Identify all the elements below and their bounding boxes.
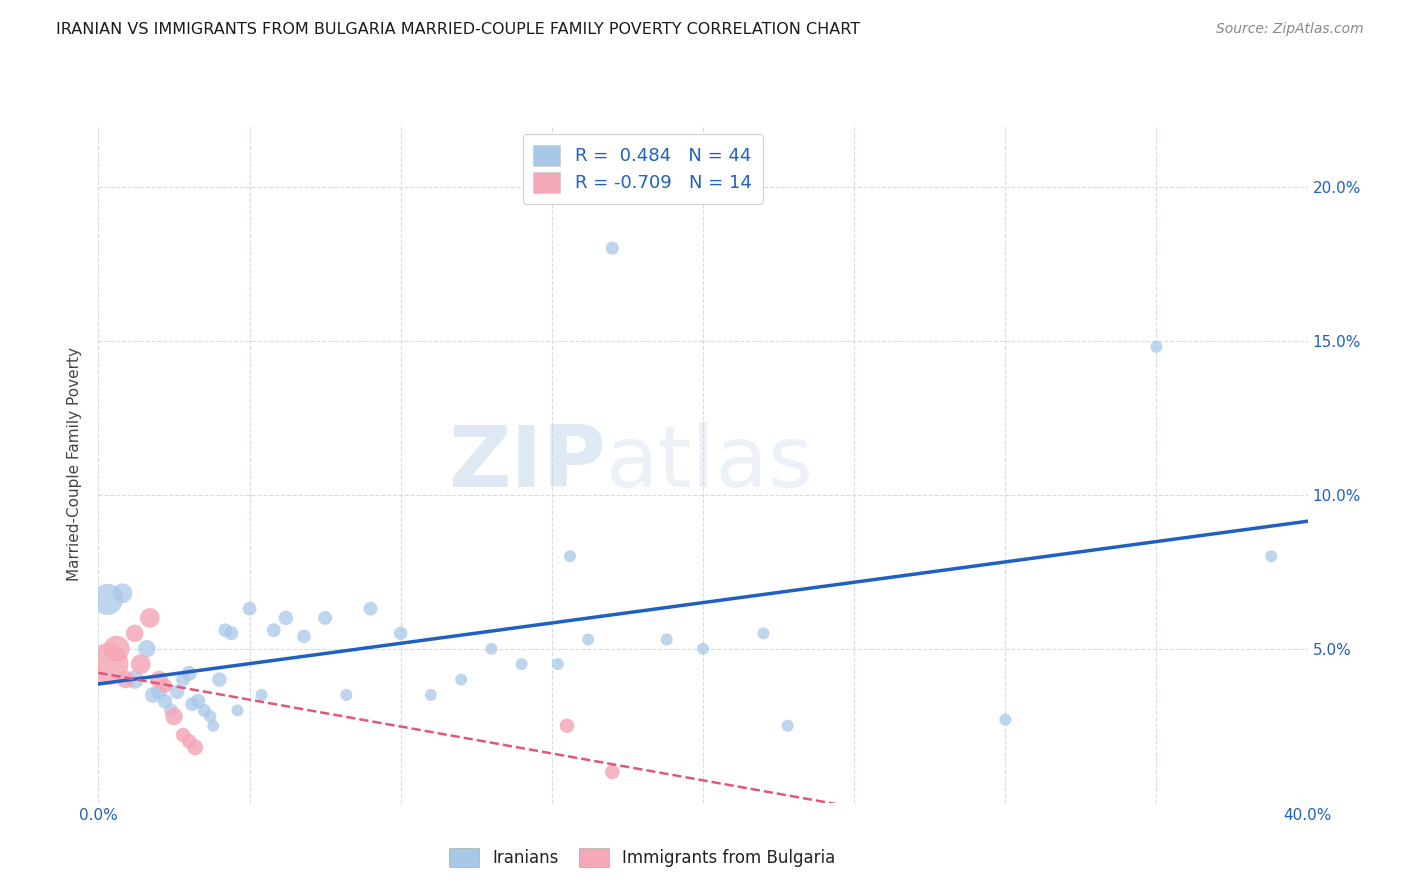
Point: [114, 673, 136, 687]
Point: [547, 657, 569, 672]
Point: [166, 685, 188, 699]
Point: [214, 624, 236, 638]
Point: [142, 688, 165, 702]
Text: ZIP: ZIP: [449, 422, 606, 506]
Point: [181, 697, 204, 711]
Point: [420, 688, 443, 702]
Point: [148, 685, 170, 699]
Point: [226, 703, 249, 717]
Point: [692, 641, 714, 656]
Point: [202, 719, 225, 733]
Point: [481, 641, 503, 656]
Point: [1144, 340, 1167, 354]
Point: [135, 641, 157, 656]
Point: [148, 673, 170, 687]
Point: [111, 586, 134, 600]
Point: [292, 629, 315, 643]
Point: [172, 728, 194, 742]
Point: [360, 601, 382, 615]
Point: [752, 626, 775, 640]
Point: [193, 703, 215, 717]
Point: [163, 709, 186, 723]
Point: [200, 709, 222, 723]
Point: [263, 624, 285, 638]
Point: [221, 626, 243, 640]
Legend: Iranians, Immigrants from Bulgaria: Iranians, Immigrants from Bulgaria: [441, 840, 844, 876]
Point: [179, 666, 201, 681]
Point: [555, 719, 578, 733]
Point: [655, 632, 678, 647]
Y-axis label: Married-Couple Family Poverty: Married-Couple Family Poverty: [67, 347, 83, 581]
Point: [184, 740, 207, 755]
Point: [450, 673, 472, 687]
Point: [558, 549, 581, 564]
Point: [602, 241, 624, 255]
Point: [335, 688, 357, 702]
Point: [129, 657, 152, 672]
Point: [389, 626, 412, 640]
Point: [314, 611, 336, 625]
Point: [172, 673, 194, 687]
Text: atlas: atlas: [606, 422, 814, 506]
Point: [994, 713, 1017, 727]
Text: Source: ZipAtlas.com: Source: ZipAtlas.com: [1216, 22, 1364, 37]
Point: [602, 764, 624, 779]
Point: [510, 657, 533, 672]
Point: [153, 679, 176, 693]
Point: [105, 641, 128, 656]
Point: [179, 734, 201, 748]
Point: [1260, 549, 1282, 564]
Point: [124, 673, 146, 687]
Point: [124, 626, 146, 640]
Point: [576, 632, 599, 647]
Point: [96, 592, 118, 607]
Text: IRANIAN VS IMMIGRANTS FROM BULGARIA MARRIED-COUPLE FAMILY POVERTY CORRELATION CH: IRANIAN VS IMMIGRANTS FROM BULGARIA MARR…: [56, 22, 860, 37]
Point: [139, 611, 162, 625]
Point: [274, 611, 297, 625]
Point: [239, 601, 262, 615]
Point: [160, 703, 183, 717]
Point: [153, 694, 176, 708]
Point: [208, 673, 231, 687]
Point: [187, 694, 209, 708]
Point: [96, 657, 118, 672]
Point: [250, 688, 273, 702]
Point: [776, 719, 799, 733]
